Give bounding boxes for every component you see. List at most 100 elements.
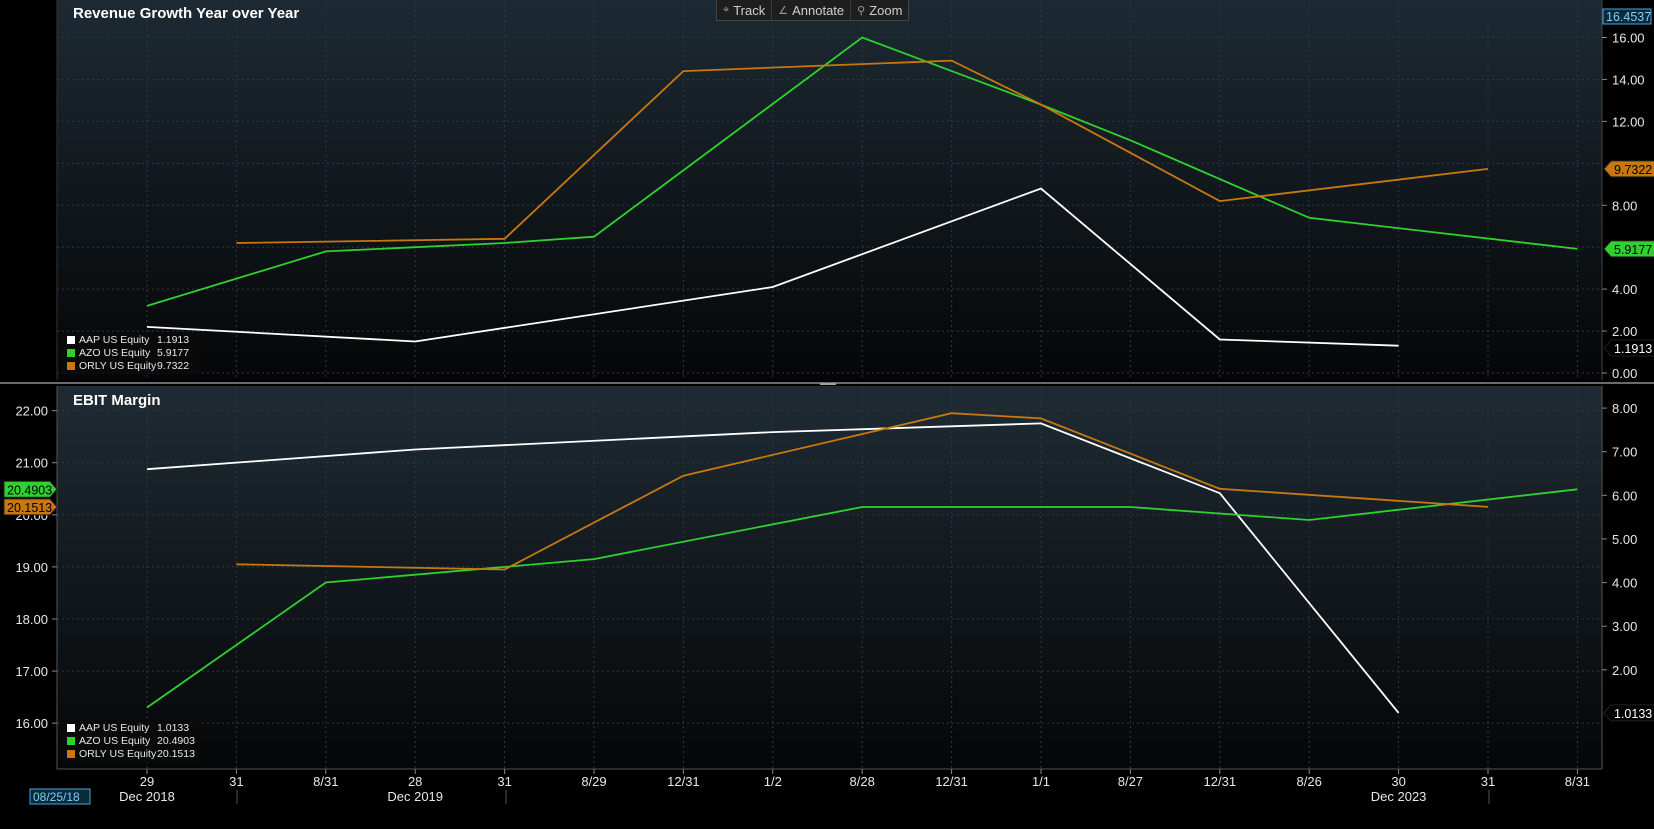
legend-swatch: [67, 349, 75, 357]
max-value-badge: [1602, 8, 1652, 25]
value-badge-label: 9.7322: [1614, 163, 1652, 177]
legend-series-name: ORLY US Equity: [79, 748, 157, 760]
legend-swatch: [67, 336, 75, 344]
series-line-aap: [146, 422, 1400, 714]
series-line-azo: [146, 488, 1578, 709]
y-tick-label: 7.00: [1612, 445, 1637, 460]
y-tick-label: 2.00: [1612, 324, 1637, 339]
track-label: Track: [733, 2, 766, 18]
legend-series-value: 20.4903: [157, 735, 195, 747]
legend-series-name: ORLY US Equity: [79, 360, 157, 372]
x-tick-label: 30: [1391, 774, 1405, 789]
x-year-label: Dec 2018: [119, 789, 175, 804]
top-panel-title: Revenue Growth Year over Year: [73, 5, 299, 22]
value-badge: [3, 480, 58, 498]
x-tick-label: 29: [140, 774, 154, 789]
value-badge: [1603, 240, 1654, 258]
series-line-azo: [146, 36, 1578, 307]
start-date-badge: 08/25/18: [33, 790, 80, 804]
bottom-right-axis-ticks: 2.00 3.00 4.00 5.00 6.00 7.00 8.00: [1602, 401, 1637, 678]
legend-series-name: AAP US Equity: [79, 722, 150, 734]
x-tick-label: 31: [1481, 774, 1495, 789]
zoom-label: Zoom: [869, 2, 903, 18]
start-date-badge-bg: [29, 788, 91, 805]
x-tick-label: 31: [229, 774, 243, 789]
legend-swatch: [67, 737, 75, 745]
x-axis-ticks: 29 31 8/31 28 31 8/29 12/31 1/2 8/28 12/31 1/1 8/27…: [119, 769, 1590, 804]
bottom-panel-series: [146, 412, 1578, 714]
top-right-axis-ticks: 0.00 2.00 4.00 8.00 12.00 14.00 16.00: [1602, 31, 1645, 381]
y-tick-label: 4.00: [1612, 576, 1637, 591]
x-tick-label: 12/31: [1204, 774, 1237, 789]
y-tick-label: 19.00: [15, 560, 48, 575]
legend-series-value: 1.0133: [157, 722, 189, 734]
top-panel-background: [57, 0, 1602, 380]
y-tick-label: 6.00: [1612, 488, 1637, 503]
series-line-orly: [236, 59, 1489, 244]
legend-series-name: AZO US Equity: [79, 347, 151, 359]
legend-swatch: [67, 362, 75, 370]
value-badge: [1603, 704, 1654, 722]
x-tick-label: 12/31: [667, 774, 700, 789]
annotate-label: Annotate: [792, 2, 845, 18]
x-tick-label: 1/1: [1032, 774, 1050, 789]
x-tick-label: 8/26: [1297, 774, 1322, 789]
x-tick-label: 8/31: [313, 774, 338, 789]
value-badge-label: 1.0133: [1614, 707, 1652, 721]
y-tick-label: 5.00: [1612, 532, 1637, 547]
value-badge-label: 20.4903: [7, 483, 52, 497]
series-line-orly: [236, 412, 1489, 571]
crosshair-icon: ⌖: [723, 3, 730, 16]
y-tick-label: 2.00: [1612, 663, 1637, 678]
x-tick-label: 31: [497, 774, 511, 789]
bottom-panel-background: [57, 386, 1602, 769]
y-tick-label: 12.00: [1612, 114, 1645, 129]
y-tick-label: 14.00: [1612, 72, 1645, 87]
x-tick-label: 1/2: [764, 774, 782, 789]
legend-swatch: [67, 724, 75, 732]
legend-series-value: 5.9177: [157, 347, 189, 359]
legend-box: [61, 332, 199, 374]
x-year-label: Dec 2019: [387, 789, 443, 804]
legend-swatch: [67, 750, 75, 758]
track-button[interactable]: ⌖ Track: [717, 0, 773, 20]
pencil-icon: ∠: [778, 4, 789, 17]
magnifier-icon: ⚲: [857, 4, 866, 17]
y-tick-label: 8.00: [1612, 401, 1637, 416]
series-line-aap: [146, 187, 1399, 347]
x-tick-label: 8/31: [1565, 774, 1590, 789]
top-panel-series: [146, 36, 1578, 347]
x-tick-label: 8/27: [1118, 774, 1143, 789]
y-tick-label: 0.00: [1612, 366, 1637, 381]
bottom-panel-legend[interactable]: AAP US Equity 1.0133 AZO US Equity 20.4903O…: [61, 720, 199, 762]
y-tick-label: 21.00: [15, 456, 48, 471]
legend-series-value: 9.7322: [157, 360, 189, 372]
last-value-badges: 9.73225.91771.19131.013320.490320.151316…: [3, 8, 1654, 722]
bottom-panel-grid: [57, 386, 1602, 769]
y-tick-label: 22.00: [15, 404, 48, 419]
x-tick-label: 8/29: [581, 774, 606, 789]
value-badge-label: 5.9177: [1614, 243, 1652, 257]
left-axis-strip: [0, 386, 57, 769]
chart-toolbar: ⌖ Track ∠ Annotate ⚲ Zoom: [716, 0, 910, 21]
value-badge: [3, 498, 58, 516]
legend-series-name: AZO US Equity: [79, 735, 151, 747]
annotate-button[interactable]: ∠ Annotate: [772, 0, 852, 20]
y-tick-label: 8.00: [1612, 198, 1637, 213]
legend-box: [61, 720, 199, 762]
y-tick-label: 16.00: [1612, 31, 1645, 46]
x-tick-label: 8/28: [850, 774, 875, 789]
legend-series-value: 1.1913: [157, 334, 189, 346]
y-tick-label: 17.00: [15, 664, 48, 679]
x-tick-label: 28: [408, 774, 422, 789]
y-tick-label: 18.00: [15, 612, 48, 627]
top-panel-legend[interactable]: AAP US Equity 1.1913 AZO US Equity 5.9177OR…: [61, 332, 199, 374]
legend-series-name: AAP US Equity: [79, 334, 150, 346]
max-value-badge-label: 16.4537: [1606, 10, 1651, 24]
y-tick-label: 16.00: [15, 716, 48, 731]
y-tick-label: 4.00: [1612, 282, 1637, 297]
value-badge: [1603, 160, 1654, 178]
zoom-button[interactable]: ⚲ Zoom: [851, 0, 908, 20]
value-badge-label: 1.1913: [1614, 342, 1652, 356]
